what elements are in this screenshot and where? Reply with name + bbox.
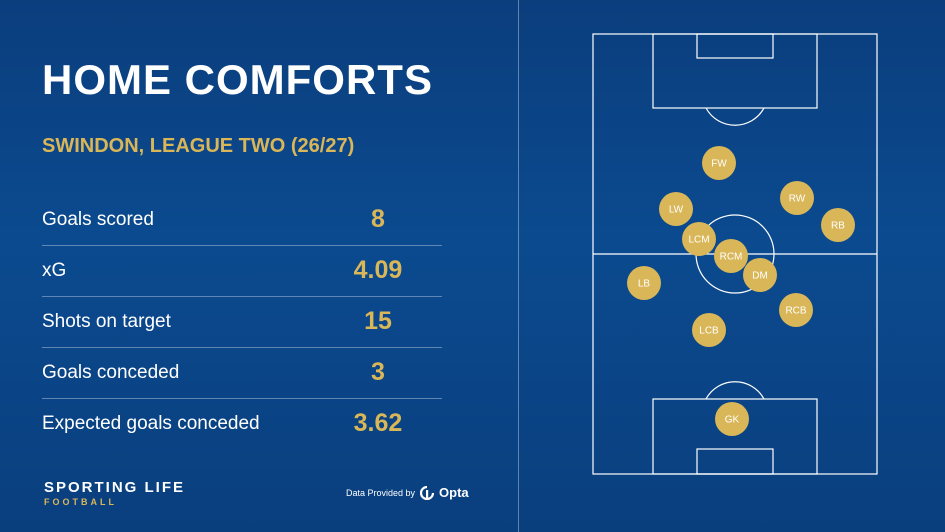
panel-divider — [518, 0, 519, 532]
stat-row-shots-on-target: Shots on target 15 — [42, 297, 442, 348]
player-marker-rcm: RCM — [714, 239, 748, 273]
stat-row-expected-goals-conceded: Expected goals conceded 3.62 — [42, 399, 442, 449]
player-position-label: RCM — [720, 252, 743, 263]
player-marker-rcb: RCB — [779, 293, 813, 327]
player-position-label: LCB — [699, 326, 719, 337]
stat-value: 4.09 — [353, 256, 403, 284]
player-dot — [821, 208, 855, 242]
page-subtitle: SWINDON, LEAGUE TWO (26/27) — [42, 135, 355, 157]
top-penalty-arc — [705, 107, 765, 126]
player-dot — [743, 258, 777, 292]
data-credit-label: Data Provided by — [346, 487, 416, 498]
stats-table: Goals scored 8 xG 4.09 Shots on target 1… — [42, 195, 442, 449]
player-marker-lw: LW — [659, 192, 693, 226]
stat-label: Goals conceded — [42, 362, 180, 383]
player-dot — [627, 266, 661, 300]
player-marker-gk: GK — [715, 402, 749, 436]
player-position-label: LCM — [688, 235, 709, 246]
player-position-label: RW — [789, 194, 806, 205]
stat-row-xg: xG 4.09 — [42, 246, 442, 297]
top-penalty-box — [652, 33, 818, 109]
page-title: HOME COMFORTS — [42, 56, 433, 103]
opta-logo-icon — [420, 485, 435, 500]
player-marker-rb: RB — [821, 208, 855, 242]
player-position-label: FW — [711, 159, 727, 170]
sporting-life-logo: SPORTING LIFE FOOTBALL — [44, 479, 185, 507]
stat-row-goals-scored: Goals scored 8 — [42, 195, 442, 246]
player-marker-lb: LB — [627, 266, 661, 300]
brand-name: SPORTING LIFE — [44, 479, 186, 496]
player-position-label: RCB — [785, 306, 806, 317]
stat-label: Expected goals conceded — [42, 413, 260, 434]
data-credit: Data Provided by Opta — [346, 485, 469, 500]
player-dot — [692, 313, 726, 347]
stat-value: 15 — [364, 307, 392, 335]
player-position-label: LW — [669, 205, 684, 216]
player-position-label: DM — [752, 271, 768, 282]
player-marker-lcm: LCM — [682, 222, 716, 256]
opta-wordmark: Opta — [439, 485, 469, 500]
bottom-goal-box — [696, 448, 774, 475]
stat-value: 3 — [371, 358, 385, 386]
player-marker-lcb: LCB — [692, 313, 726, 347]
player-position-label: GK — [725, 415, 740, 426]
top-goal-box — [696, 33, 774, 59]
stat-row-goals-conceded: Goals conceded 3 — [42, 348, 442, 399]
stat-label: xG — [42, 260, 67, 281]
player-marker-fw: FW — [702, 146, 736, 180]
player-position-label: RB — [831, 221, 845, 232]
player-dot — [659, 192, 693, 226]
brand-section: FOOTBALL — [44, 497, 117, 507]
player-marker-dm: DM — [743, 258, 777, 292]
stat-value: 3.62 — [353, 409, 403, 437]
player-dot — [714, 239, 748, 273]
pitch-markings — [592, 33, 878, 475]
player-dot — [682, 222, 716, 256]
player-markers: FW LW RW RB LCM RCM DM LB RCB LCB GK — [627, 146, 855, 436]
player-dot — [779, 293, 813, 327]
stat-label: Goals scored — [42, 209, 154, 230]
player-marker-rw: RW — [780, 181, 814, 215]
player-dot — [780, 181, 814, 215]
stat-value: 8 — [371, 205, 385, 233]
stat-label: Shots on target — [42, 311, 171, 332]
player-dot — [702, 146, 736, 180]
player-dot — [715, 402, 749, 436]
bottom-penalty-arc — [705, 381, 765, 400]
player-position-label: LB — [638, 279, 651, 290]
